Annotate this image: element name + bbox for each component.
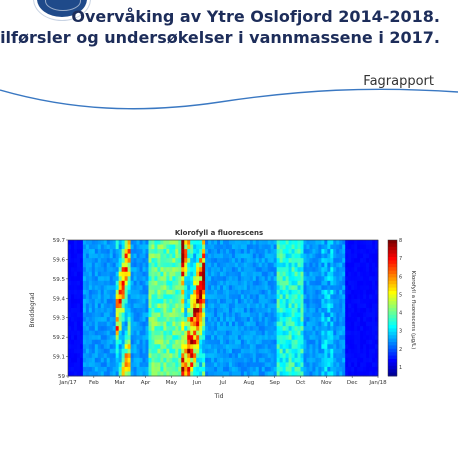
title-line-1: Overvåking av Ytre Oslofjord 2014-2018. — [71, 7, 440, 26]
x-tick-label: Jan/17 — [58, 380, 77, 386]
colorbar-tick-label: 1 — [399, 365, 402, 371]
x-tick-label: Nov — [321, 380, 332, 386]
x-tick-label: Oct — [296, 380, 306, 386]
x-tick-label: May — [166, 380, 178, 386]
y-tick-label: 59.5 — [53, 277, 66, 283]
y-tick-label: 59.2 — [53, 335, 65, 341]
x-tick-label: Jun — [192, 380, 202, 386]
y-tick-label: 59.4 — [53, 296, 66, 302]
x-tick-label: Mar — [114, 380, 125, 386]
x-tick-label: Jan/18 — [368, 380, 387, 386]
x-axis-label: Tid — [214, 393, 224, 400]
colorbar: 8 7 6 5 4 3 2 1 — [387, 238, 402, 377]
report-title: Overvåking av Ytre Oslofjord 2014-2018. … — [0, 6, 440, 48]
heatmap-plot — [67, 239, 379, 377]
x-tick-label: Jul — [219, 380, 227, 386]
x-tick-label: Feb — [89, 380, 99, 386]
y-axis-label: Breddegrad — [29, 292, 36, 327]
colorbar-tick-label: 2 — [399, 347, 402, 353]
chlorophyll-figure: Klorofyll a fluorescens 59.7 59.6 59.5 59.4… — [28, 222, 430, 402]
colorbar-tick-label: 6 — [399, 274, 402, 280]
y-tick-label: 59.7 — [53, 238, 66, 244]
title-line-2: Tilførsler og undersøkelser i vannmassen… — [0, 28, 440, 47]
chart-title: Klorofyll a fluorescens — [175, 229, 263, 237]
decorative-wave — [0, 88, 458, 110]
colorbar-label: Klorofyll a fluorescens (µg/L) — [410, 271, 416, 349]
colorbar-tick-label: 4 — [399, 311, 402, 317]
colorbar-tick-label: 5 — [399, 292, 402, 298]
colorbar-tick-label: 8 — [399, 238, 402, 244]
x-tick-label: Apr — [141, 380, 151, 386]
colorbar-tick-label: 7 — [399, 256, 402, 262]
y-tick-label: 59.3 — [53, 316, 66, 322]
x-axis-ticks: Jan/17 Feb Mar Apr May Jun Jul Aug Sep Oct Nov Dec J… — [58, 376, 387, 386]
report-type: Fagrapport — [363, 74, 434, 89]
y-tick-label: 59 — [58, 374, 65, 380]
y-tick-label: 59.1 — [53, 355, 65, 361]
x-tick-label: Aug — [243, 380, 254, 386]
y-axis-ticks: 59.7 59.6 59.5 59.4 59.3 59.2 59.1 59 — [53, 238, 68, 380]
colorbar-tick-label: 3 — [399, 329, 402, 335]
y-tick-label: 59.6 — [53, 257, 66, 263]
x-tick-label: Dec — [347, 380, 358, 386]
x-tick-label: Sep — [269, 380, 280, 386]
chlorophyll-chart: Klorofyll a fluorescens 59.7 59.6 59.5 59.4… — [29, 229, 416, 400]
